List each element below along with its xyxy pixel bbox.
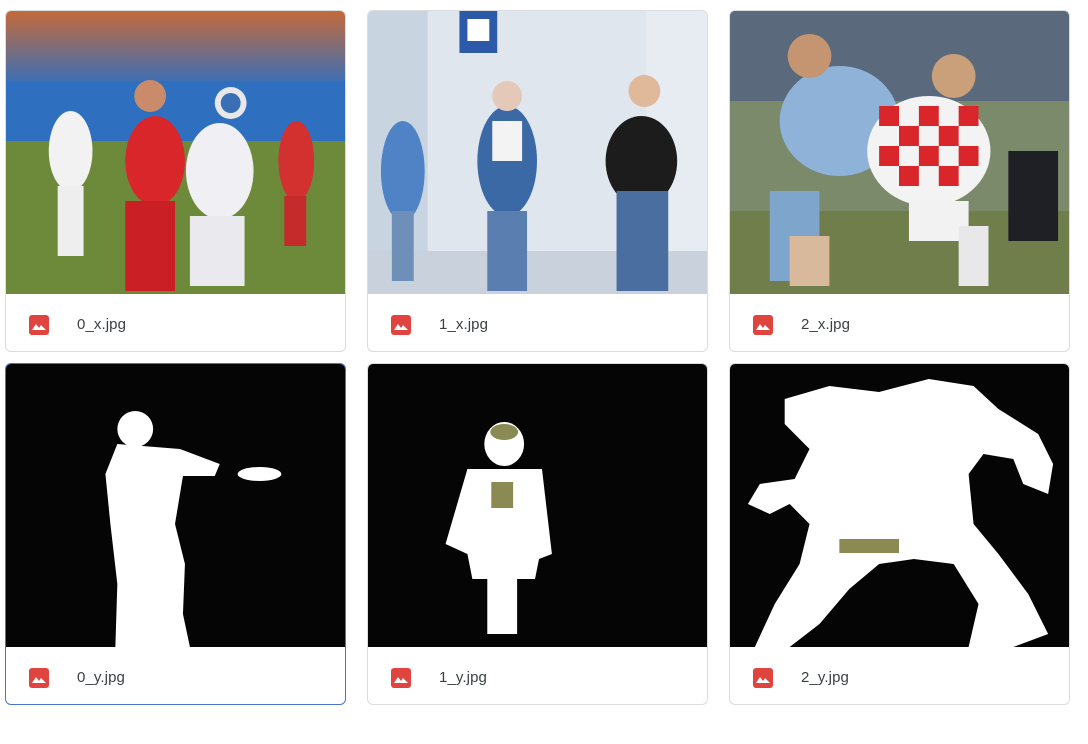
image-thumbnail — [6, 11, 345, 294]
file-caption: 2_y.jpg — [730, 647, 1069, 705]
file-name: 2_y.jpg — [801, 668, 849, 688]
mask-thumbnail — [730, 364, 1069, 647]
mask-thumbnail — [6, 364, 345, 647]
image-file-icon — [753, 668, 773, 688]
file-caption: 1_x.jpg — [368, 294, 707, 352]
file-card-1-y[interactable]: 1_y.jpg — [367, 363, 708, 705]
file-caption: 1_y.jpg — [368, 647, 707, 705]
file-caption: 0_y.jpg — [6, 647, 345, 705]
image-file-icon — [391, 668, 411, 688]
file-card-2-y[interactable]: 2_y.jpg — [729, 363, 1070, 705]
file-name: 0_y.jpg — [77, 668, 125, 688]
file-caption: 0_x.jpg — [6, 294, 345, 352]
file-name: 2_x.jpg — [801, 315, 850, 335]
image-file-icon — [391, 315, 411, 335]
image-thumbnail — [368, 11, 707, 294]
image-thumbnail — [730, 11, 1069, 294]
image-file-icon — [29, 315, 49, 335]
file-card-1-x[interactable]: 1_x.jpg — [367, 10, 708, 352]
file-caption: 2_x.jpg — [730, 294, 1069, 352]
file-name: 1_x.jpg — [439, 315, 488, 335]
file-card-0-y[interactable]: 0_y.jpg — [5, 363, 346, 705]
image-file-icon — [29, 668, 49, 688]
image-file-icon — [753, 315, 773, 335]
file-name: 1_y.jpg — [439, 668, 487, 688]
file-name: 0_x.jpg — [77, 315, 126, 335]
mask-thumbnail — [368, 364, 707, 647]
file-card-0-x[interactable]: 0_x.jpg — [5, 10, 346, 352]
file-card-2-x[interactable]: 2_x.jpg — [729, 10, 1070, 352]
